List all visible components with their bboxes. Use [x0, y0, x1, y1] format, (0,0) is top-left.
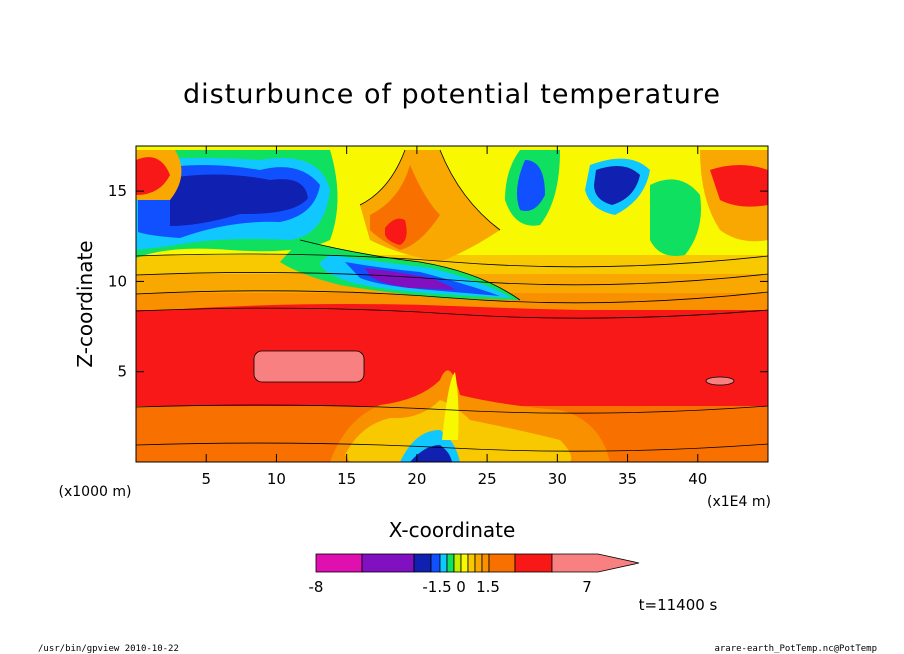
colorbar-segment: [430, 553, 441, 573]
colorbar-segment: [439, 553, 448, 573]
x-tick-label: 5: [201, 470, 211, 488]
x-tick-label: 15: [337, 470, 356, 488]
colorbar-segment: [474, 553, 483, 573]
colorbar-segment: [446, 553, 455, 573]
time-label: t=11400 s: [639, 596, 718, 614]
x-tick-label: 35: [618, 470, 637, 488]
y-tick-label: 15: [108, 182, 127, 200]
colorbar-tick-label: 0: [456, 578, 466, 596]
colorbar-segment: [481, 553, 490, 573]
footer-left: /usr/bin/gpview 2010-10-22: [38, 644, 179, 654]
colorbar-segment: [514, 553, 553, 573]
x-tick-label: 30: [548, 470, 567, 488]
colorbar-segment: [467, 553, 476, 573]
colorbar-tick-label: 7: [582, 578, 592, 596]
contour-field: [136, 146, 768, 462]
y-tick-label: 5: [117, 363, 127, 381]
chart-title: disturbunce of potential temperature: [183, 79, 721, 110]
y-axis: 5 10 15: [108, 182, 768, 381]
x-axis: 5 10 15 20 25 30 35 40: [201, 146, 707, 488]
colorbar-segment: [488, 553, 516, 573]
contour-lines: [136, 149, 768, 452]
y-tick-label: 10: [108, 272, 127, 290]
x-tick-label: 10: [267, 470, 286, 488]
colorbar-tick-label: 1.5: [476, 578, 500, 596]
colorbar-segment: [460, 553, 469, 573]
colorbar-segment: [315, 553, 363, 573]
colorbar: -8 -1.5 0 1.5 7: [309, 553, 640, 596]
x-axis-label: X-coordinate: [389, 518, 516, 542]
x-tick-label: 20: [407, 470, 426, 488]
x-tick-label: 25: [478, 470, 497, 488]
colorbar-segment: [413, 553, 432, 573]
x-scale-label: (x1E4 m): [707, 494, 771, 510]
colorbar-segment: [453, 553, 462, 573]
colorbar-tick-label: -1.5: [422, 578, 451, 596]
colorbar-segment: [361, 553, 415, 573]
footer-right: arare-earth_PotTemp.nc@PotTemp: [714, 644, 877, 654]
y-axis-label: Z-coordinate: [73, 240, 97, 367]
colorbar-segment: [551, 553, 640, 573]
y-scale-label: (x1000 m): [59, 484, 132, 500]
colorbar-tick-label: -8: [309, 578, 324, 596]
x-tick-label: 40: [688, 470, 707, 488]
plot-frame: [135, 145, 769, 463]
